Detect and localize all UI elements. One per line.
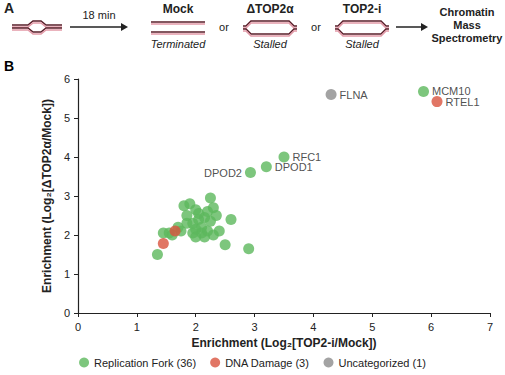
html-text:B: B xyxy=(4,58,15,74)
svg-text:5: 5 xyxy=(369,321,375,333)
svg-text:4: 4 xyxy=(64,151,70,163)
svg-text:Stalled: Stalled xyxy=(345,38,380,50)
svg-text:5: 5 xyxy=(64,112,70,124)
svg-text:0: 0 xyxy=(64,307,70,319)
svg-text:RFC1: RFC1 xyxy=(292,151,322,163)
svg-text:ΔTOP2α: ΔTOP2α xyxy=(246,2,294,16)
svg-text:or: or xyxy=(311,21,321,33)
svg-text:2: 2 xyxy=(193,321,199,333)
svg-text:Enrichment (Log₂[TOP2-i/Mock]): Enrichment (Log₂[TOP2-i/Mock]) xyxy=(191,336,376,350)
svg-text:6: 6 xyxy=(64,73,70,85)
svg-text:DPOD2: DPOD2 xyxy=(204,167,242,179)
svg-text:3: 3 xyxy=(252,321,258,333)
svg-text:DNA Damage (3): DNA Damage (3) xyxy=(225,357,309,369)
svg-text:Stalled: Stalled xyxy=(253,38,288,50)
svg-text:Mass: Mass xyxy=(453,19,481,31)
svg-text:TOP2-i: TOP2-i xyxy=(343,2,381,16)
svg-text:Chromatin: Chromatin xyxy=(440,6,495,18)
svg-text:Mock: Mock xyxy=(163,2,194,16)
svg-text:Spectrometry: Spectrometry xyxy=(432,32,504,44)
svg-text:7: 7 xyxy=(487,321,493,333)
svg-text:18 min: 18 min xyxy=(82,9,115,21)
svg-text:2: 2 xyxy=(64,229,70,241)
svg-text:Replication Fork (36): Replication Fork (36) xyxy=(94,357,196,369)
svg-text:4: 4 xyxy=(310,321,316,333)
svg-text:Terminated: Terminated xyxy=(151,38,207,50)
svg-text:MCM10: MCM10 xyxy=(432,85,471,98)
svg-text:A: A xyxy=(4,0,14,16)
svg-text:3: 3 xyxy=(64,190,70,202)
svg-text:6: 6 xyxy=(428,321,434,333)
svg-text:1: 1 xyxy=(134,321,140,333)
svg-text:DPOD1: DPOD1 xyxy=(275,161,313,173)
svg-text:Enrichment (Log₂[ΔTOP2α/Mock]): Enrichment (Log₂[ΔTOP2α/Mock]) xyxy=(40,99,54,293)
svg-text:0: 0 xyxy=(75,321,81,333)
svg-text:FLNA: FLNA xyxy=(340,89,369,101)
svg-text:Uncategorized (1): Uncategorized (1) xyxy=(339,357,426,369)
svg-text:1: 1 xyxy=(64,268,70,280)
svg-text:or: or xyxy=(219,21,229,33)
svg-text:RTEL1: RTEL1 xyxy=(446,96,480,108)
